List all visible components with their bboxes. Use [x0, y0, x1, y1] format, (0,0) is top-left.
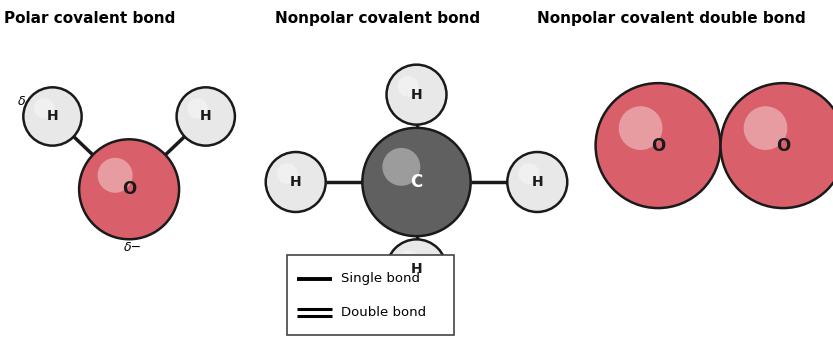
Text: O: O [776, 136, 791, 155]
Text: H: H [411, 88, 422, 102]
Ellipse shape [507, 152, 567, 212]
Ellipse shape [362, 128, 471, 236]
Text: δ+: δ+ [215, 95, 233, 108]
FancyBboxPatch shape [287, 255, 454, 335]
Ellipse shape [382, 148, 421, 186]
Ellipse shape [79, 139, 179, 239]
Ellipse shape [397, 250, 419, 272]
Text: H: H [411, 262, 422, 276]
Ellipse shape [387, 240, 446, 299]
Text: Polar covalent bond: Polar covalent bond [4, 11, 176, 26]
Ellipse shape [518, 163, 540, 184]
Text: H: H [290, 175, 302, 189]
Ellipse shape [721, 83, 833, 208]
Text: H: H [531, 175, 543, 189]
Ellipse shape [744, 106, 787, 150]
Text: δ−: δ− [124, 241, 142, 254]
Text: Nonpolar covalent bond: Nonpolar covalent bond [275, 11, 480, 26]
Ellipse shape [619, 106, 662, 150]
Ellipse shape [277, 163, 298, 184]
Ellipse shape [177, 87, 235, 146]
Ellipse shape [596, 83, 721, 208]
Text: Nonpolar covalent double bond: Nonpolar covalent double bond [537, 11, 806, 26]
Text: H: H [200, 110, 212, 123]
Text: O: O [651, 136, 666, 155]
Text: δ+: δ+ [18, 95, 37, 108]
Ellipse shape [97, 158, 132, 193]
Ellipse shape [266, 152, 326, 212]
Text: O: O [122, 180, 137, 198]
Ellipse shape [187, 98, 207, 119]
Text: C: C [411, 173, 422, 191]
Ellipse shape [23, 87, 82, 146]
Text: H: H [47, 110, 58, 123]
Ellipse shape [34, 98, 54, 119]
Text: Single bond: Single bond [341, 272, 420, 285]
Ellipse shape [397, 76, 419, 97]
Text: Double bond: Double bond [341, 306, 426, 319]
Ellipse shape [387, 65, 446, 124]
